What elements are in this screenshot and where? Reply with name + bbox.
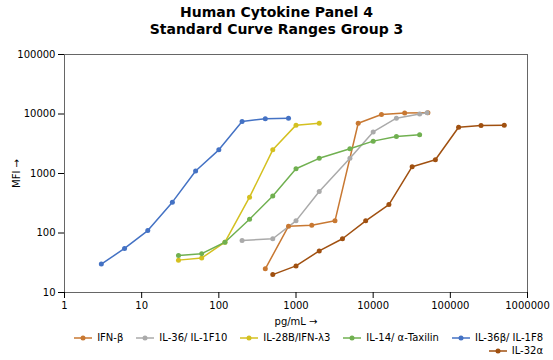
svg-text:1000000: 1000000	[505, 300, 550, 311]
html-text:IL-32α: IL-32α	[511, 345, 543, 356]
svg-text:100000: 100000	[17, 49, 55, 60]
html-text:IFN-β: IFN-β	[97, 332, 124, 343]
svg-text:100: 100	[209, 300, 228, 311]
svg-text:1: 1	[61, 300, 67, 311]
svg-text:100000: 100000	[431, 300, 469, 311]
svg-text:100: 100	[36, 227, 55, 238]
svg-text:MFI →: MFI →	[11, 159, 22, 188]
html-text:IL-28B/IFN-λ3: IL-28B/IFN-λ3	[263, 332, 331, 343]
svg-text:10000: 10000	[24, 108, 56, 119]
svg-text:1000: 1000	[30, 168, 55, 179]
html-text:Human Cytokine Panel 4 Standar: Human Cytokine Panel 4 Standard Curve Ra…	[149, 4, 404, 37]
svg-text:10000: 10000	[357, 300, 389, 311]
svg-text:pg/mL →: pg/mL →	[275, 316, 318, 327]
svg-text:10: 10	[43, 287, 56, 298]
html-text:IL-36β/ IL-1F8: IL-36β/ IL-1F8	[475, 332, 543, 343]
svg-text:10: 10	[135, 300, 148, 311]
html-text:IL-36/ IL-1F10: IL-36/ IL-1F10	[159, 332, 228, 343]
html-text:IL-14/ α-Taxilin: IL-14/ α-Taxilin	[366, 332, 439, 343]
svg-text:1000: 1000	[283, 300, 308, 311]
